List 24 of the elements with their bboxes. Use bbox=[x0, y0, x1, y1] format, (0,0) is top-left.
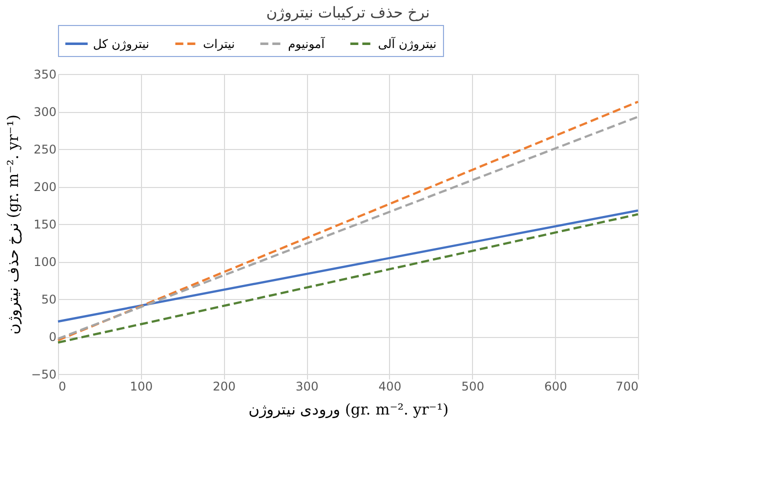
x-tick-label: 0 bbox=[58, 380, 66, 394]
y-tick-label: 300 bbox=[34, 105, 56, 119]
legend-label: آمونیوم bbox=[288, 36, 326, 51]
x-tick-label: 200 bbox=[212, 380, 236, 394]
y-tick-label: 0 bbox=[48, 330, 56, 344]
y-tick-label: 50 bbox=[41, 292, 56, 306]
x-tick-label: 500 bbox=[461, 380, 484, 394]
x-tick-label: 100 bbox=[130, 380, 153, 394]
y-tick-label: 150 bbox=[34, 218, 56, 232]
x-tick-label: 300 bbox=[296, 380, 319, 394]
y-tick-label: 100 bbox=[34, 255, 56, 269]
y-tick-label: 250 bbox=[34, 142, 56, 156]
y-tick-label: 200 bbox=[34, 180, 56, 194]
y-tick-label: 350 bbox=[34, 68, 56, 82]
x-tick-label: 400 bbox=[378, 380, 402, 394]
y-tick-label: −50 bbox=[31, 368, 56, 382]
legend-label: نیتروژن آلی bbox=[378, 36, 436, 51]
x-axis-title: ورودی نیتروژن (gr. m⁻². yr⁻¹) bbox=[248, 400, 449, 418]
chart-title: نرخ حذف ترکیبات نیتروژن bbox=[266, 4, 430, 22]
y-axis-title: نرخ حذف نیتروژن (gr. m⁻². yr⁻¹) bbox=[4, 114, 22, 334]
x-tick-label: 700 bbox=[616, 380, 638, 394]
legend-label: نیترات bbox=[203, 36, 235, 51]
x-tick-label: 600 bbox=[544, 380, 568, 394]
legend-label: نیتروژن کل bbox=[93, 36, 150, 51]
